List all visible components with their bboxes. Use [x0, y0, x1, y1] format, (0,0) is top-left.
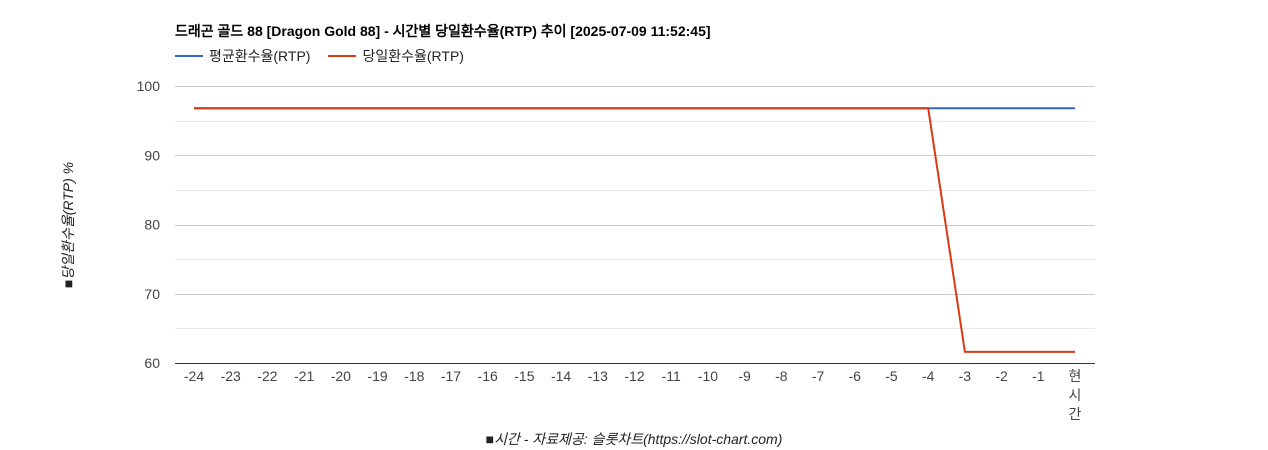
legend-label-avg-rtp: 평균환수율(RTP) — [209, 48, 311, 64]
y-tick-label: 100 — [137, 78, 161, 94]
x-tick-label: -20 — [331, 368, 351, 384]
legend: 평균환수율(RTP) 당일환수율(RTP) — [175, 46, 464, 66]
x-tick-label: -19 — [367, 368, 387, 384]
x-tick-label: -21 — [294, 368, 314, 384]
x-tick-label: -5 — [885, 368, 898, 384]
x-axis-label: ■시간 - 자료제공: 슬롯차트(https://slot-chart.com) — [485, 431, 783, 447]
x-tick-label: -7 — [812, 368, 825, 384]
series-line-daily-rtp — [194, 107, 1075, 353]
x-tick-label: -3 — [959, 368, 972, 384]
x-tick-label: -10 — [698, 368, 718, 384]
x-tick-label: -24 — [184, 368, 204, 384]
x-tick-label: -4 — [922, 368, 935, 384]
x-tick-label: -14 — [551, 368, 571, 384]
x-tick-label: -8 — [775, 368, 788, 384]
x-tick-label: -16 — [478, 368, 498, 384]
legend-label-daily-rtp: 당일환수율(RTP) — [362, 48, 464, 64]
legend-swatch-avg-rtp — [175, 55, 203, 57]
x-tick-label: -11 — [662, 368, 681, 384]
legend-item-avg-rtp[interactable]: 평균환수율(RTP) — [175, 46, 310, 66]
x-tick-label: -13 — [588, 368, 608, 384]
legend-item-daily-rtp[interactable]: 당일환수율(RTP) — [328, 46, 464, 66]
x-tick-label: -6 — [849, 368, 862, 384]
x-tick-label: -12 — [624, 368, 644, 384]
x-tick-label: -9 — [738, 368, 751, 384]
x-tick-label: -23 — [221, 368, 241, 384]
x-tick-label: -17 — [441, 368, 461, 384]
y-tick-label: 80 — [144, 217, 160, 233]
x-tick-label: -2 — [995, 368, 1008, 384]
legend-swatch-daily-rtp — [328, 55, 357, 57]
y-tick-label: 90 — [144, 147, 160, 163]
x-tick-label: -1 — [1032, 368, 1045, 384]
y-tick-label: 60 — [144, 355, 160, 371]
y-tick-label: 70 — [144, 286, 160, 302]
x-tick-label: -15 — [514, 368, 534, 384]
x-tick-label: -18 — [404, 368, 424, 384]
chart-title: 드래곤 골드 88 [Dragon Gold 88] - 시간별 당일환수율(R… — [175, 23, 711, 39]
x-tick-label: -22 — [257, 368, 277, 384]
